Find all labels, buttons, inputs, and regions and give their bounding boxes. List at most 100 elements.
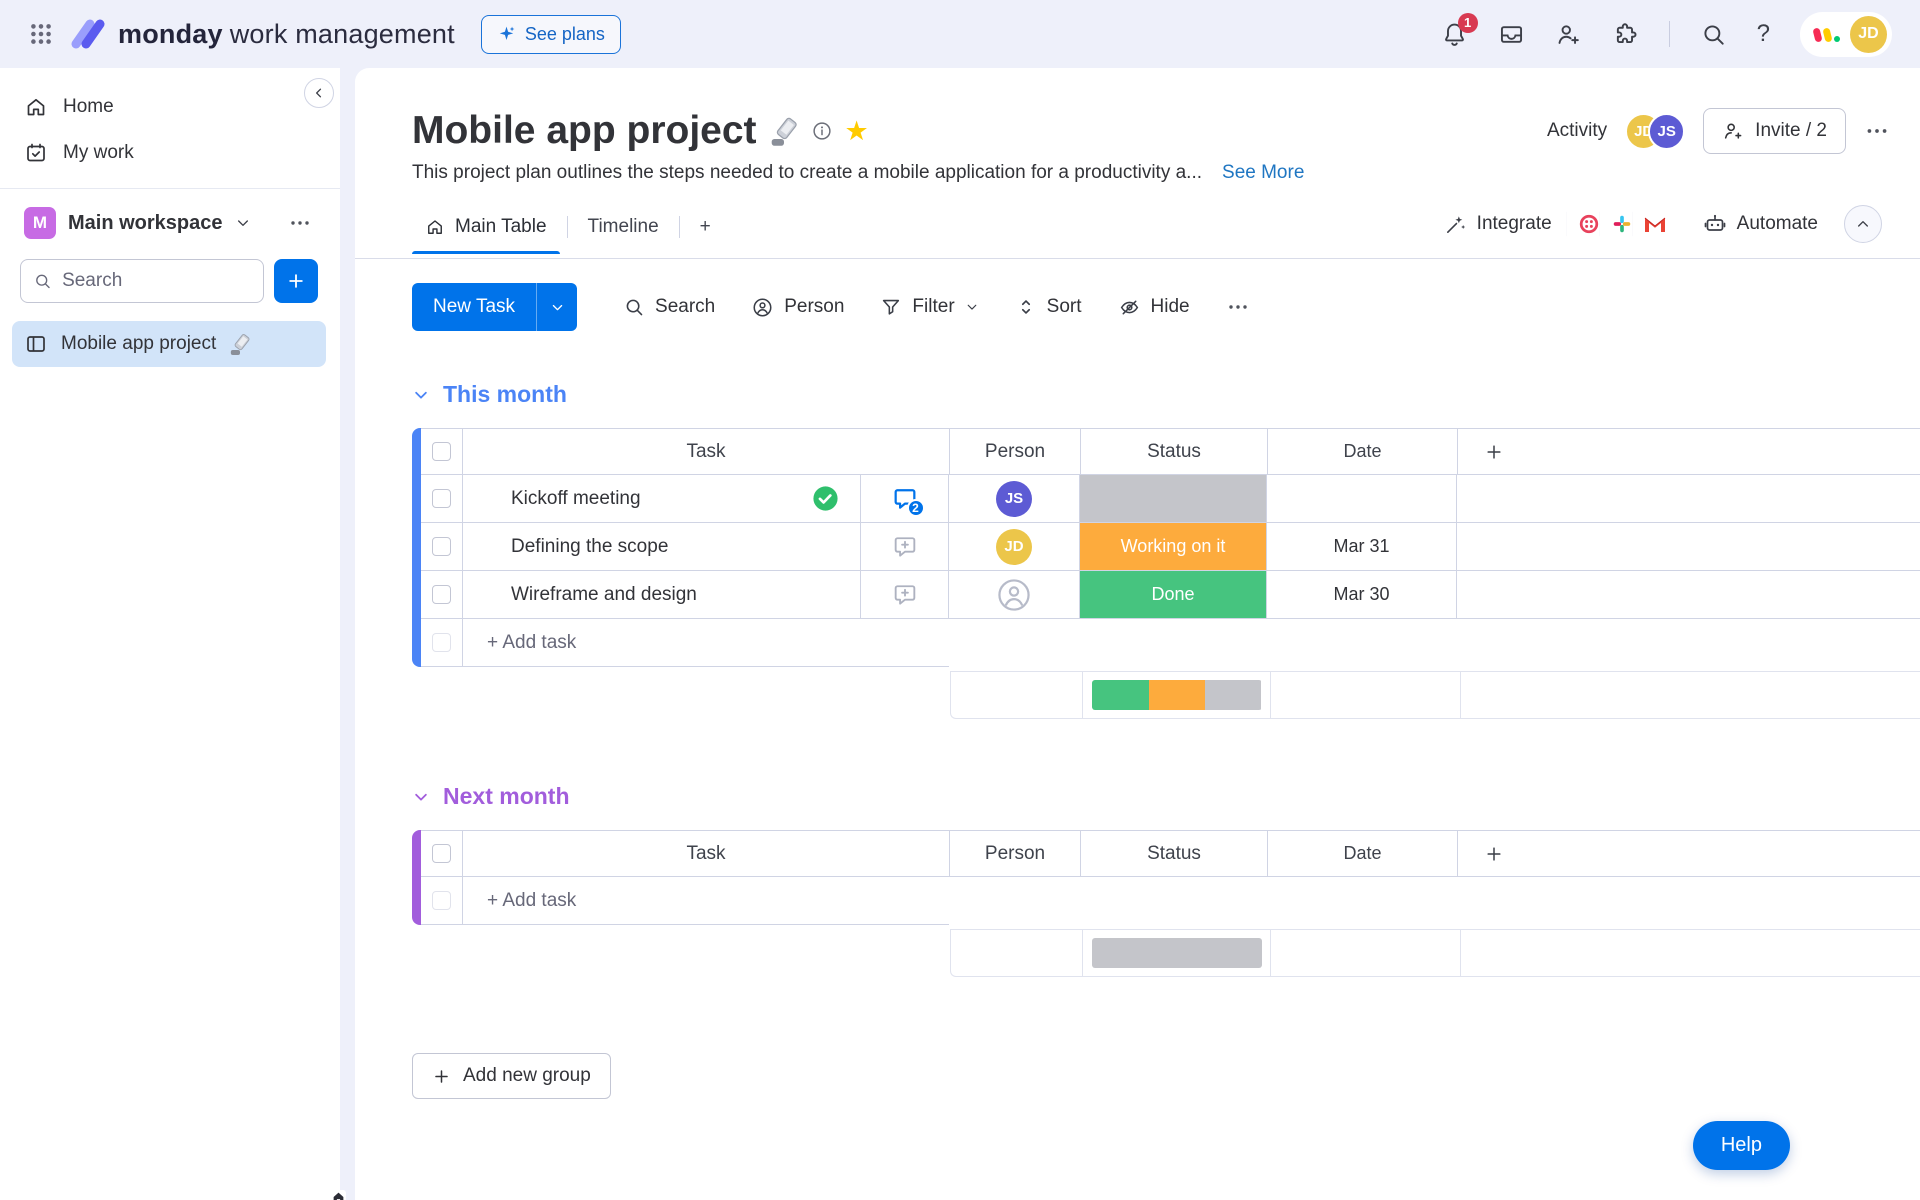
- task-cell[interactable]: Defining the scope: [463, 523, 861, 571]
- hide-columns-button[interactable]: Hide: [1104, 286, 1204, 329]
- updates-cell[interactable]: [861, 523, 949, 571]
- group-collapse-chevron-icon[interactable]: [412, 788, 430, 806]
- select-all-cell[interactable]: [421, 830, 463, 877]
- board-title[interactable]: Mobile app project: [412, 109, 757, 152]
- column-header-person[interactable]: Person: [950, 428, 1081, 475]
- add-column-button[interactable]: [1458, 830, 1920, 877]
- status-label[interactable]: Working on it: [1080, 523, 1266, 570]
- workspace-more-button[interactable]: [288, 211, 312, 235]
- column-header-task[interactable]: Task: [463, 830, 950, 877]
- help-button[interactable]: Help: [1692, 1121, 1790, 1170]
- account-pill[interactable]: JD: [1800, 11, 1892, 57]
- apps-marketplace-button[interactable]: [1612, 21, 1639, 48]
- info-icon[interactable]: [811, 120, 833, 142]
- person-avatar[interactable]: JD: [996, 528, 1032, 565]
- sort-button[interactable]: Sort: [1001, 286, 1096, 328]
- row-checkbox[interactable]: [432, 537, 451, 556]
- status-distribution-bar[interactable]: [1091, 938, 1262, 968]
- row-checkbox[interactable]: [432, 585, 451, 604]
- group-title[interactable]: This month: [443, 381, 567, 407]
- status-label[interactable]: Done: [1080, 571, 1266, 618]
- column-header-task[interactable]: Task: [463, 428, 950, 475]
- workspace-selector[interactable]: M Main workspace: [0, 201, 346, 1200]
- updates-bubble-icon[interactable]: 2: [891, 485, 925, 517]
- add-task-button[interactable]: + Add task: [463, 619, 949, 667]
- sidebar-search[interactable]: [20, 259, 264, 303]
- add-update-bubble-icon[interactable]: [891, 533, 919, 561]
- status-cell[interactable]: [1080, 475, 1267, 523]
- person-placeholder-icon[interactable]: [995, 576, 1033, 614]
- column-header-person[interactable]: Person: [950, 830, 1081, 877]
- add-task-row[interactable]: + Add task: [421, 619, 949, 667]
- see-more-link[interactable]: See More: [1222, 162, 1305, 183]
- sidebar-item-board-mobile-app-project[interactable]: Mobile app project: [12, 321, 326, 367]
- add-board-button[interactable]: [274, 259, 318, 303]
- board-options-button[interactable]: [1864, 118, 1890, 144]
- new-task-button[interactable]: New Task: [412, 283, 537, 331]
- add-view-tab[interactable]: +: [687, 206, 724, 253]
- app-grid-icon[interactable]: [28, 21, 54, 47]
- activity-avatars[interactable]: JD JS: [1625, 112, 1686, 150]
- date-cell[interactable]: Mar 30: [1267, 571, 1457, 619]
- summary-status-cell[interactable]: [1082, 929, 1270, 977]
- sidebar-search-input[interactable]: [62, 270, 251, 292]
- toolbar-more-button[interactable]: [1212, 285, 1264, 329]
- group-collapse-chevron-icon[interactable]: [412, 386, 430, 404]
- inbox-button[interactable]: [1498, 21, 1525, 48]
- person-cell[interactable]: JD: [949, 523, 1080, 571]
- date-cell[interactable]: [1267, 475, 1457, 523]
- see-plans-button[interactable]: See plans: [480, 14, 621, 54]
- select-all-checkbox[interactable]: [432, 844, 451, 863]
- filter-person-button[interactable]: Person: [737, 286, 858, 329]
- column-header-date[interactable]: Date: [1268, 830, 1458, 877]
- add-update-bubble-icon[interactable]: [891, 581, 919, 609]
- search-tasks-button[interactable]: Search: [609, 286, 729, 328]
- select-all-cell[interactable]: [421, 428, 463, 475]
- column-header-status[interactable]: Status: [1081, 830, 1268, 877]
- status-cell[interactable]: Working on it: [1080, 523, 1267, 571]
- favorite-star-icon[interactable]: ★: [844, 115, 869, 146]
- add-task-row[interactable]: + Add task: [421, 877, 949, 925]
- invite-members-button[interactable]: [1555, 21, 1582, 48]
- integration-app-badges[interactable]: [1566, 200, 1677, 248]
- updates-cell[interactable]: 2: [861, 475, 949, 523]
- monday-logo[interactable]: monday work management: [68, 18, 455, 50]
- row-select-cell[interactable]: [421, 475, 463, 523]
- collapse-header-button[interactable]: [1844, 205, 1882, 243]
- activity-label[interactable]: Activity: [1546, 120, 1608, 141]
- sidebar-collapse-button[interactable]: [304, 78, 334, 108]
- add-column-button[interactable]: [1458, 428, 1920, 475]
- new-task-dropdown-button[interactable]: [536, 283, 578, 331]
- tab-main-table[interactable]: Main Table: [412, 206, 560, 254]
- updates-cell[interactable]: [861, 571, 949, 619]
- person-cell[interactable]: JS: [949, 475, 1080, 523]
- sidebar-item-my-work[interactable]: My work: [10, 130, 330, 176]
- add-task-button[interactable]: + Add task: [463, 877, 949, 925]
- summary-status-cell[interactable]: [1082, 671, 1270, 719]
- tab-timeline[interactable]: Timeline: [575, 206, 672, 253]
- global-search-button[interactable]: [1700, 21, 1727, 48]
- status-distribution-bar[interactable]: [1091, 680, 1262, 710]
- new-task-split-button[interactable]: New Task: [412, 283, 578, 331]
- column-header-date[interactable]: Date: [1268, 428, 1458, 475]
- invite-button[interactable]: Invite / 2: [1703, 108, 1846, 154]
- automate-button[interactable]: Automate: [1703, 212, 1818, 236]
- help-button-topbar[interactable]: ?: [1757, 20, 1770, 48]
- row-select-cell[interactable]: [421, 571, 463, 619]
- group-title[interactable]: Next month: [443, 783, 570, 809]
- user-avatar[interactable]: JD: [1850, 15, 1887, 53]
- sidebar-item-home[interactable]: Home: [10, 84, 330, 130]
- select-all-checkbox[interactable]: [432, 442, 451, 461]
- row-checkbox[interactable]: [432, 489, 451, 508]
- status-label[interactable]: [1080, 475, 1266, 522]
- column-header-status[interactable]: Status: [1081, 428, 1268, 475]
- date-cell[interactable]: Mar 31: [1267, 523, 1457, 571]
- status-cell[interactable]: Done: [1080, 571, 1267, 619]
- notifications-button[interactable]: 1: [1441, 12, 1478, 48]
- task-cell[interactable]: Kickoff meeting: [463, 475, 861, 523]
- person-avatar[interactable]: JS: [996, 480, 1032, 517]
- integrate-button[interactable]: Integrate: [1444, 213, 1552, 236]
- person-cell[interactable]: [949, 571, 1080, 619]
- row-select-cell[interactable]: [421, 523, 463, 571]
- filter-button[interactable]: Filter: [866, 286, 992, 328]
